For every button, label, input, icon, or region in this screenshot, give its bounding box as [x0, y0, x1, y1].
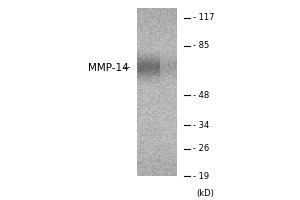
Text: - 48: - 48: [193, 91, 209, 100]
Text: - 19: - 19: [193, 172, 209, 181]
Text: - 26: - 26: [193, 144, 209, 153]
Text: - 85: - 85: [193, 41, 209, 50]
Text: - 34: - 34: [193, 121, 209, 130]
Text: (kD): (kD): [196, 189, 214, 198]
Text: MMP-14: MMP-14: [88, 63, 129, 73]
Text: --: --: [121, 63, 130, 72]
Text: - 117: - 117: [193, 13, 215, 22]
